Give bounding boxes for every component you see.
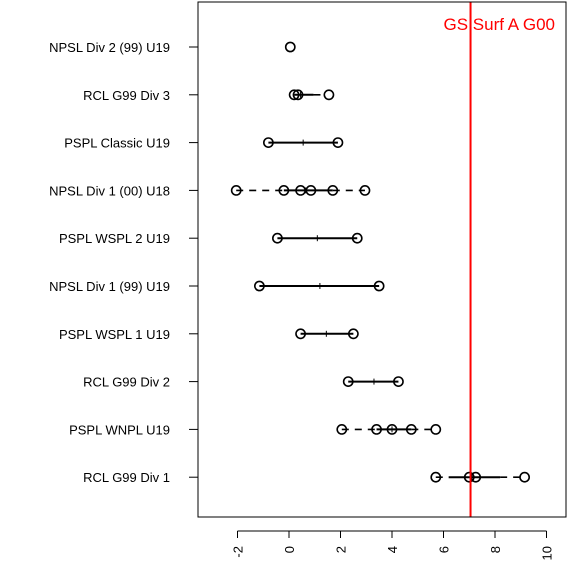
- category-label: PSPL WSPL 2 U19: [59, 231, 170, 246]
- row-6: [295, 328, 359, 340]
- plot-frame: [197, 1, 567, 518]
- category-label: NPSL Div 2 (99) U19: [49, 40, 170, 55]
- data-point: [430, 471, 442, 483]
- data-rows: [230, 41, 531, 483]
- x-tick-label: 6: [437, 546, 452, 553]
- row-5: [253, 280, 385, 292]
- row-1: [288, 89, 335, 101]
- data-point: [371, 423, 382, 435]
- row-8: [336, 423, 442, 435]
- data-point: [272, 232, 283, 244]
- data-point: [323, 89, 335, 101]
- x-axis: -2 0 2 4 6 8 10: [231, 530, 555, 560]
- category-label: RCL G99 Div 3: [83, 88, 170, 103]
- category-label: NPSL Div 1 (00) U18: [49, 183, 170, 198]
- category-labels: NPSL Div 2 (99) U19 RCL G99 Div 3 PSPL Cla…: [49, 40, 198, 485]
- x-tick-label: 2: [334, 546, 349, 553]
- data-point: [278, 184, 290, 196]
- category-label: RCL G99 Div 2: [83, 375, 170, 390]
- data-point: [305, 184, 317, 196]
- data-point: [336, 423, 348, 435]
- data-point: [284, 41, 296, 53]
- x-tick-label: 10: [540, 546, 555, 560]
- data-point: [386, 423, 398, 435]
- reference-line-group: GS Surf A G00: [443, 2, 555, 517]
- data-point: [347, 328, 359, 340]
- category-label: RCL G99 Div 1: [83, 470, 170, 485]
- category-label: PSPL WSPL 1 U19: [59, 327, 170, 342]
- x-tick-label: 4: [385, 546, 400, 553]
- data-point: [373, 280, 385, 292]
- data-point: [359, 184, 371, 196]
- data-point: [262, 137, 274, 148]
- data-point: [463, 471, 475, 483]
- category-label: PSPL Classic U19: [64, 136, 170, 151]
- data-point: [253, 280, 265, 292]
- row-9: [430, 471, 531, 483]
- x-tick-label: -2: [231, 546, 246, 558]
- data-point: [351, 232, 363, 244]
- data-point: [292, 89, 304, 101]
- row-3: [230, 184, 371, 196]
- category-label: PSPL WNPL U19: [69, 422, 170, 437]
- x-tick-label: 0: [282, 546, 297, 553]
- row-7: [342, 376, 404, 387]
- data-point: [288, 89, 300, 101]
- data-point: [430, 423, 442, 435]
- row-0: [284, 41, 296, 53]
- data-point: [327, 184, 339, 196]
- data-point: [519, 471, 531, 483]
- category-label: NPSL Div 1 (99) U19: [49, 279, 170, 294]
- row-2: [262, 137, 344, 148]
- data-point: [393, 376, 404, 387]
- data-point: [405, 423, 417, 435]
- x-tick-label: 8: [488, 546, 503, 553]
- data-point: [332, 137, 344, 148]
- data-point: [342, 376, 354, 387]
- data-point: [295, 328, 306, 340]
- data-point: [230, 184, 242, 196]
- data-point: [295, 184, 306, 196]
- row-4: [272, 232, 363, 244]
- reference-line-label: GS Surf A G00: [443, 15, 555, 34]
